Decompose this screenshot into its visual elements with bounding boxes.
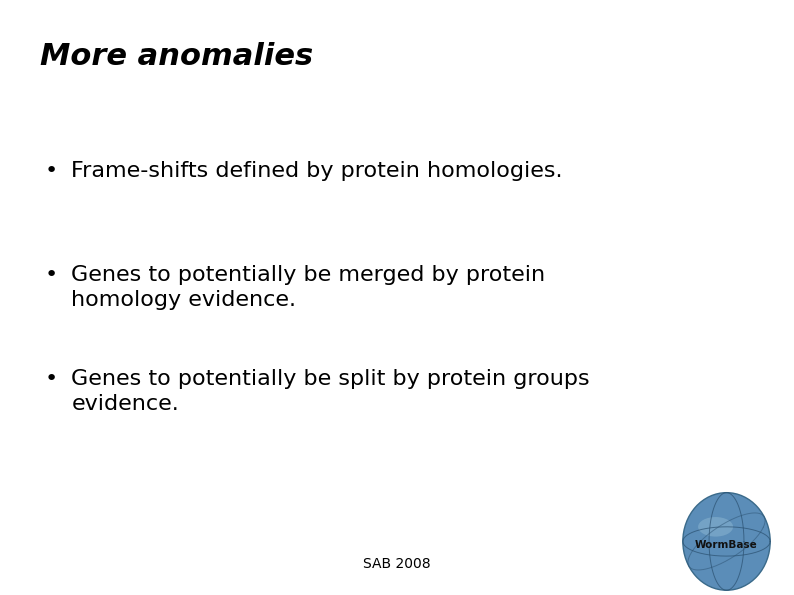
Text: WormBase: WormBase: [695, 540, 758, 550]
Text: Genes to potentially be merged by protein
homology evidence.: Genes to potentially be merged by protei…: [71, 265, 545, 309]
Ellipse shape: [698, 517, 733, 537]
Text: •: •: [45, 369, 58, 389]
Text: More anomalies: More anomalies: [40, 42, 313, 71]
Text: •: •: [45, 265, 58, 285]
Text: Genes to potentially be split by protein groups
evidence.: Genes to potentially be split by protein…: [71, 369, 590, 414]
Text: SAB 2008: SAB 2008: [363, 557, 431, 571]
Ellipse shape: [683, 493, 770, 590]
Text: •: •: [45, 161, 58, 181]
Text: Frame-shifts defined by protein homologies.: Frame-shifts defined by protein homologi…: [71, 161, 563, 181]
